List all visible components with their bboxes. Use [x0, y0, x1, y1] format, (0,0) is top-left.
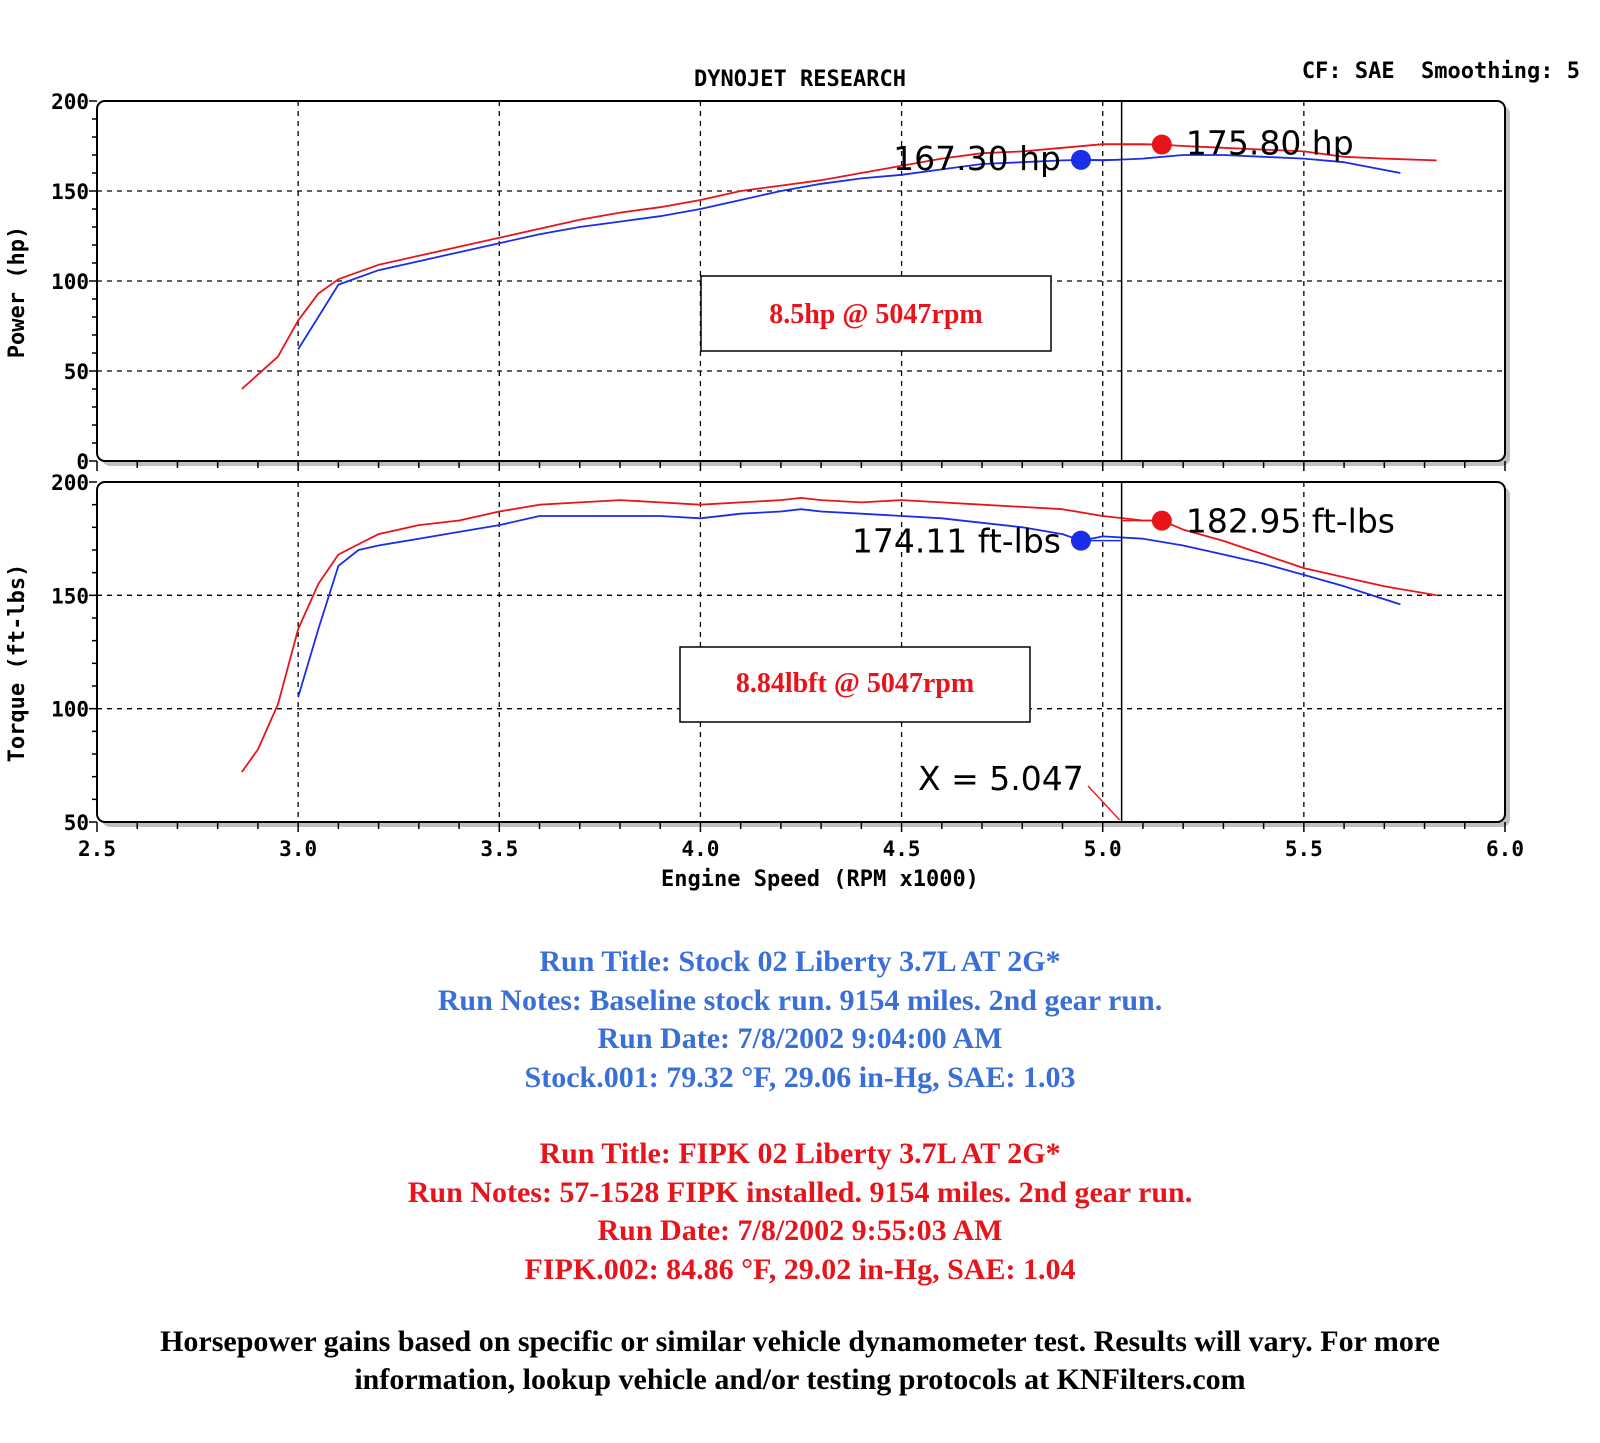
torque-stock-peak-marker [1070, 530, 1091, 551]
x-tick-label: 4.0 [681, 837, 719, 861]
torque-y-axis-label: Torque (ft-lbs) [5, 564, 30, 763]
fipk-run-conditions: FIPK.002: 84.86 °F, 29.02 in-Hg, SAE: 1.… [524, 1252, 1076, 1286]
stock-run-conditions: Stock.001: 79.32 °F, 29.06 in-Hg, SAE: 1… [524, 1060, 1076, 1094]
torque-fipk-peak-label: 182.95 ft-lbs [1186, 502, 1395, 541]
fipk-run-info: Run Title: FIPK 02 Liberty 3.7L AT 2G* R… [0, 1135, 1600, 1289]
power-plot: 0 50 100 150 200 167.30 hp 175.80 hp 8.5hp @ 50… [51, 90, 1510, 474]
cursor-value-label: X = 5.047 [918, 759, 1084, 798]
torque-y-tick-label: 50 [64, 811, 89, 835]
torque-stock-line [297, 508, 1401, 698]
x-tick-label: 2.5 [78, 837, 116, 861]
power-y-tick-label: 50 [64, 360, 89, 384]
power-y-tick-label: 100 [51, 270, 89, 294]
power-stock-line [297, 154, 1401, 350]
stock-run-title: Run Title: Stock 02 Liberty 3.7L AT 2G* [539, 945, 1061, 978]
torque-gain-box [679, 646, 1031, 723]
power-stock-peak-label: 167.30 hp [893, 139, 1061, 178]
power-gain-box [700, 275, 1052, 352]
torque-y-tick-label: 150 [51, 584, 89, 608]
fipk-run-title: Run Title: FIPK 02 Liberty 3.7L AT 2G* [539, 1137, 1061, 1170]
power-y-tick-label: 200 [51, 90, 89, 114]
power-y-axis-label: Power (hp) [5, 226, 30, 358]
torque-stock-peak-label: 174.11 ft-lbs [852, 522, 1061, 561]
power-fipk-peak-label: 175.80 hp [1186, 124, 1354, 163]
chart-title: DYNOJET RESEARCH [694, 67, 906, 92]
disclaimer-text: Horsepower gains based on specific or si… [160, 1325, 1440, 1396]
stock-run-date: Run Date: 7/8/2002 9:04:00 AM [597, 1022, 1003, 1055]
dyno-chart: DYNOJET RESEARCH CF: SAE Smoothing: 5 05… [5, 59, 1580, 892]
power-y-tick-label: 150 [51, 180, 89, 204]
fipk-run-notes: Run Notes: 57-1528 FIPK installed. 9154 … [407, 1175, 1193, 1209]
stock-run-notes: Run Notes: Baseline stock run. 9154 mile… [437, 983, 1163, 1017]
x-tick-label: 6.0 [1486, 837, 1524, 861]
fipk-run-date: Run Date: 7/8/2002 9:55:03 AM [597, 1214, 1003, 1247]
power-y-tick-label: 0 [76, 450, 89, 474]
power-stock-peak-marker [1070, 149, 1091, 170]
torque-y-tick-label: 200 [51, 471, 89, 495]
power-fipk-line [241, 143, 1437, 390]
x-tick-label: 5.0 [1084, 837, 1122, 861]
stock-run-info: Run Title: Stock 02 Liberty 3.7L AT 2G* … [0, 943, 1600, 1097]
torque-y-tick-label: 100 [51, 698, 89, 722]
torque-plot: 50 100 150 200 2.5 3.0 3.5 4.0 4.5 5.0 5.5 6.0 174.1… [51, 471, 1524, 861]
torque-gain-text: 8.84lbft @ 5047rpm [736, 668, 974, 699]
x-tick-label: 5.5 [1285, 837, 1323, 861]
power-fipk-peak-marker [1151, 134, 1172, 155]
torque-fipk-line [241, 497, 1437, 773]
chart-settings: CF: SAE Smoothing: 5 [1302, 59, 1580, 84]
disclaimer: Horsepower gains based on specific or si… [0, 1323, 1600, 1399]
x-tick-label: 4.5 [883, 837, 921, 861]
x-tick-label: 3.5 [480, 837, 518, 861]
x-tick-label: 3.0 [279, 837, 317, 861]
torque-fipk-peak-marker [1151, 510, 1172, 531]
cursor-label-leader [1087, 785, 1121, 821]
power-gain-text: 8.5hp @ 5047rpm [769, 299, 983, 330]
x-axis-label: Engine Speed (RPM x1000) [661, 867, 979, 892]
